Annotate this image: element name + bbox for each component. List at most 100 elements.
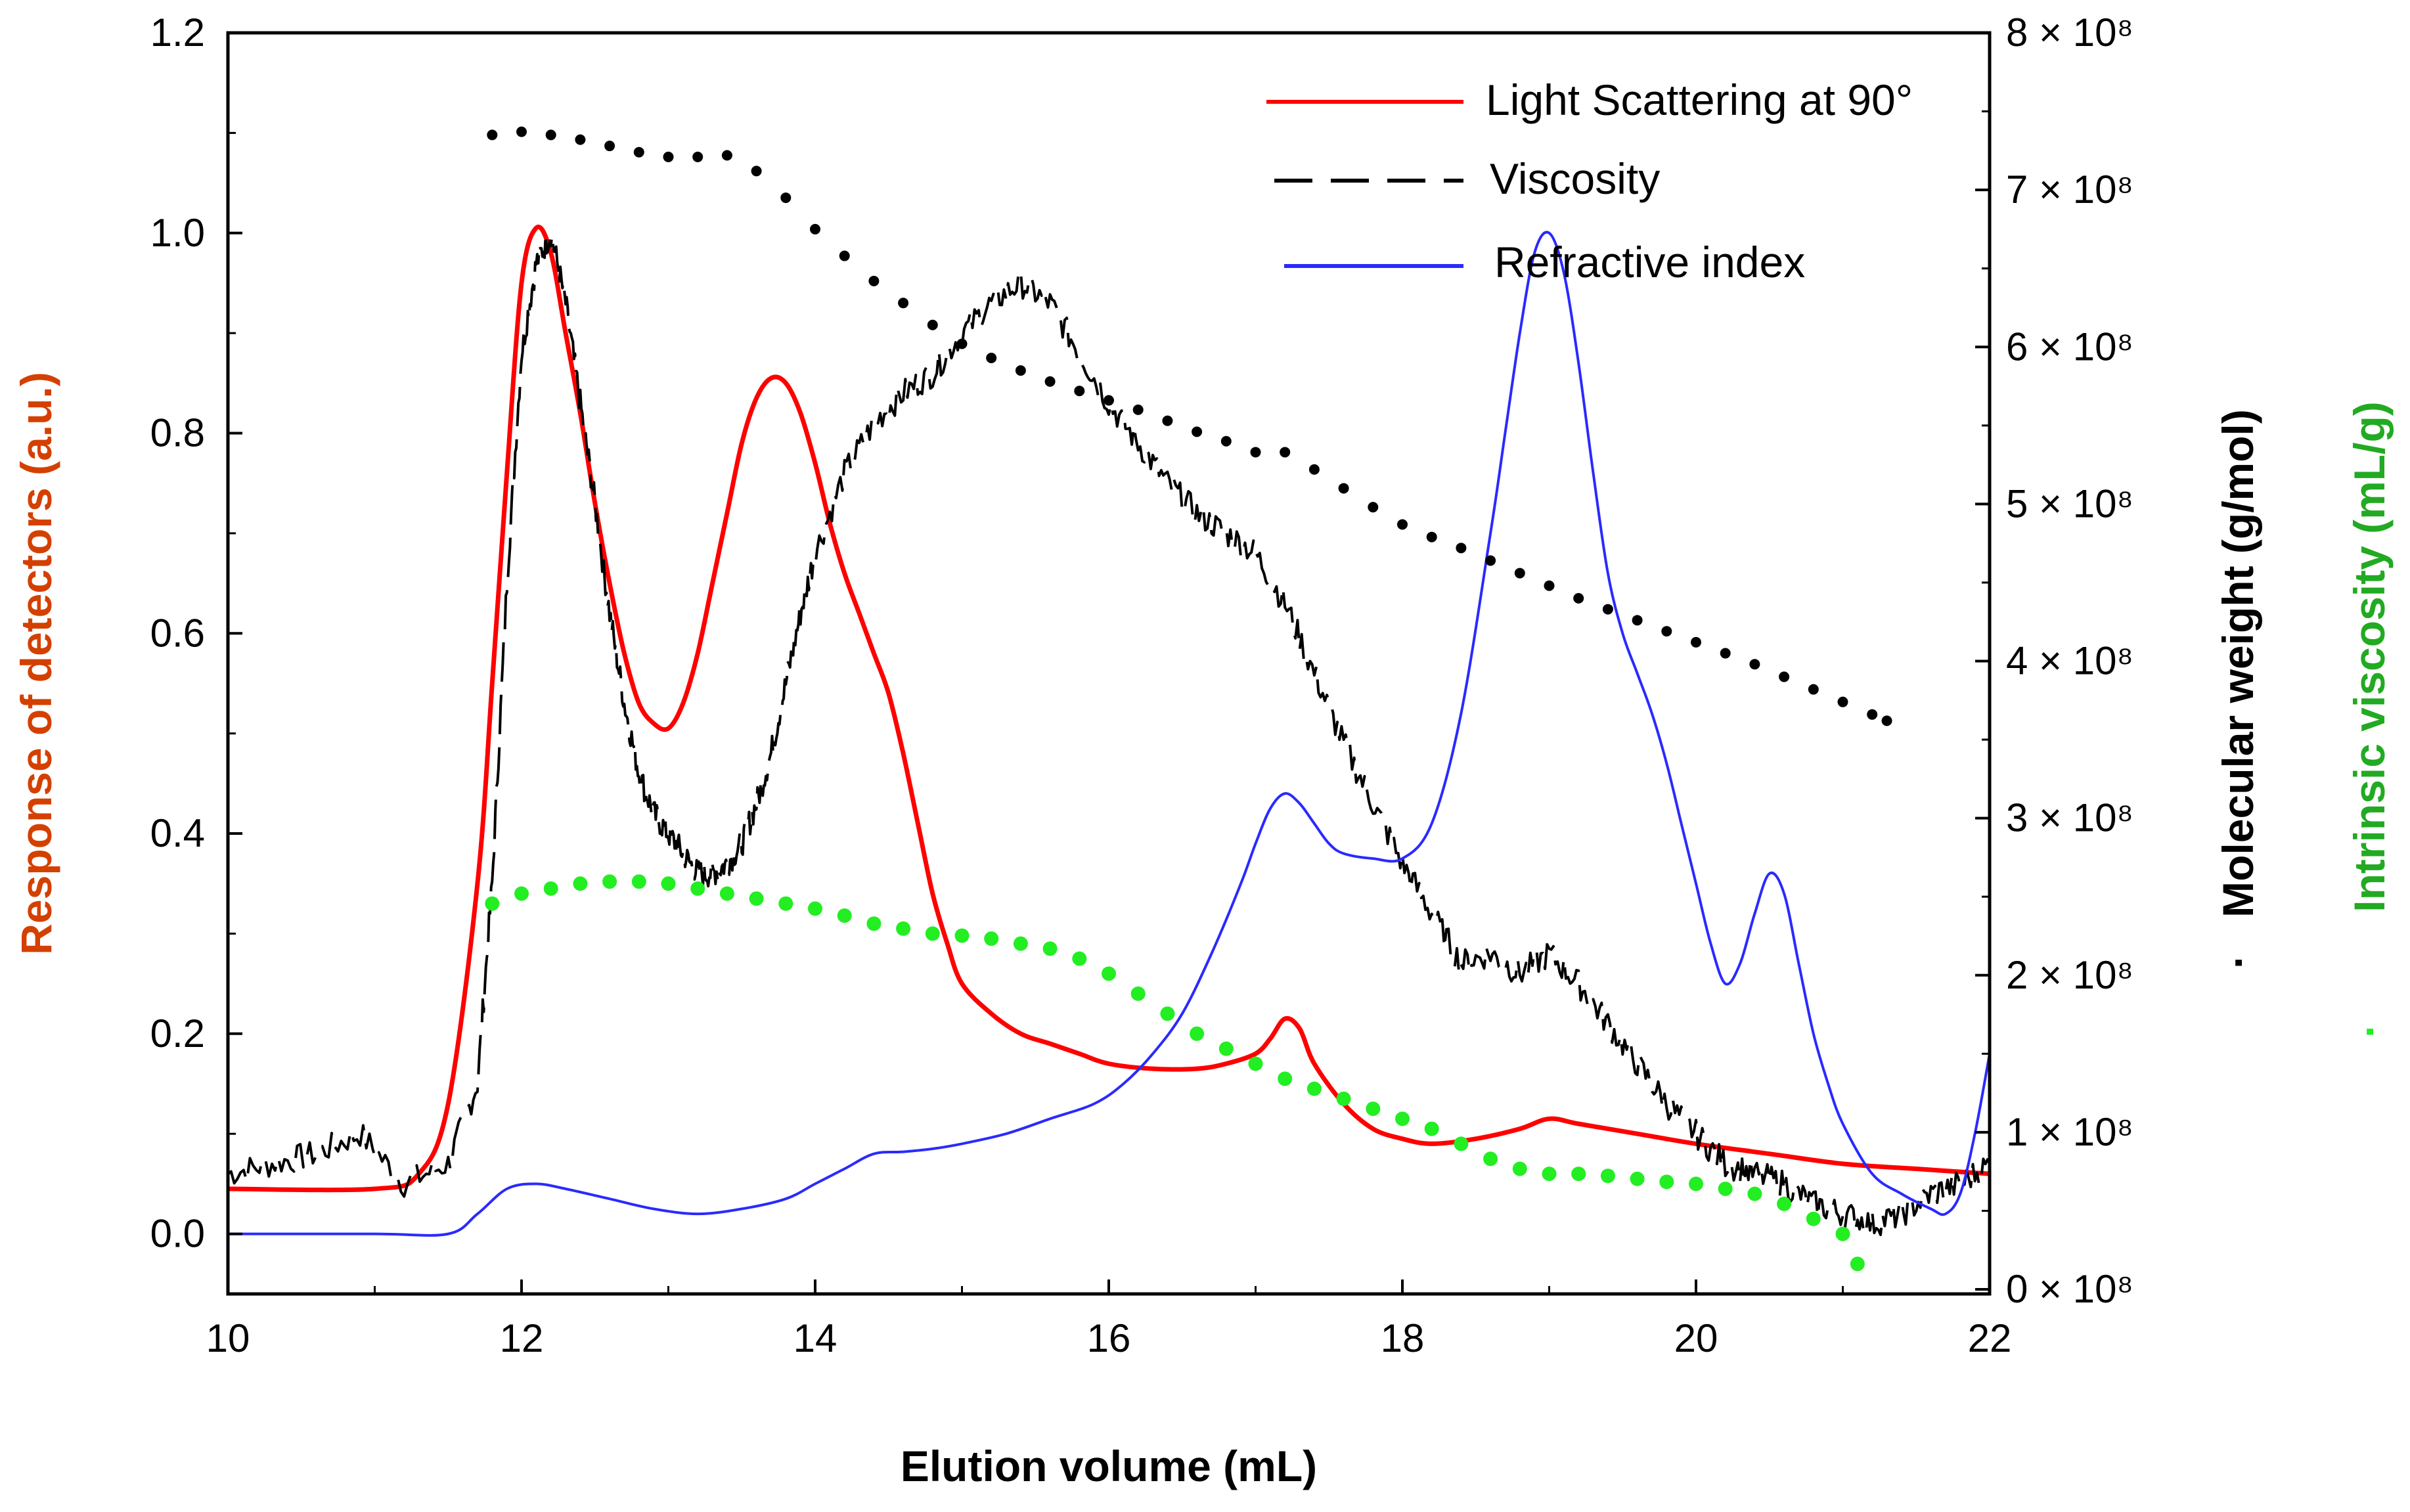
molecular-weight-point bbox=[810, 223, 820, 234]
intrinsic-viscosity-point bbox=[778, 896, 793, 911]
light-scattering-at-90-line bbox=[228, 224, 1990, 1193]
molecular-weight-point bbox=[1192, 426, 1203, 437]
molecular-weight-point bbox=[692, 151, 703, 162]
intrinsic-viscosity-point bbox=[808, 901, 822, 916]
intrinsic-viscosity-point bbox=[1248, 1056, 1263, 1071]
y-axis-left-title: Response of detectors (a.u.) bbox=[12, 372, 60, 955]
intrinsic-viscosity-point bbox=[485, 896, 500, 911]
molecular-weight-point bbox=[1280, 447, 1291, 458]
molecular-weight-point bbox=[1220, 435, 1232, 447]
intrinsic-viscosity-point bbox=[1806, 1211, 1821, 1226]
refractive-index-line bbox=[228, 231, 1990, 1237]
intrinsic-viscosity-point bbox=[1483, 1151, 1498, 1167]
y-left-tick-label: 1.0 bbox=[150, 211, 205, 255]
intrinsic-viscosity-point bbox=[690, 881, 705, 896]
y-right-tick-label: 3 × 10⁸ bbox=[2006, 796, 2133, 840]
molecular-weight-point bbox=[1632, 615, 1643, 626]
x-tick-label: 16 bbox=[1087, 1316, 1131, 1360]
y-axis-right-2-marker: · bbox=[2345, 1023, 2394, 1038]
y-left-tick-label: 0.8 bbox=[150, 411, 205, 455]
intrinsic-viscosity-point bbox=[1102, 966, 1116, 981]
molecular-weight-point bbox=[1514, 567, 1525, 579]
legend-label-light-scattering: Light Scattering at 90° bbox=[1486, 76, 1913, 124]
intrinsic-viscosity-point bbox=[1366, 1101, 1381, 1117]
molecular-weight-point bbox=[633, 146, 644, 158]
intrinsic-viscosity-point bbox=[719, 886, 734, 901]
legend-label-viscosity: Viscosity bbox=[1490, 154, 1660, 203]
molecular-weight-point bbox=[663, 151, 674, 162]
molecular-weight-point bbox=[1104, 395, 1114, 406]
viscosity-line bbox=[228, 231, 1990, 1236]
y-right-tick-label: 4 × 10⁸ bbox=[2006, 639, 2133, 683]
molecular-weight-point bbox=[575, 134, 586, 145]
intrinsic-viscosity-point bbox=[1160, 1006, 1175, 1021]
molecular-weight-point bbox=[927, 319, 938, 330]
y-right-tick-label: 7 × 10⁸ bbox=[2006, 167, 2133, 211]
intrinsic-viscosity-point bbox=[1850, 1256, 1865, 1272]
x-tick-label: 20 bbox=[1674, 1316, 1718, 1360]
molecular-weight-point bbox=[721, 150, 732, 161]
molecular-weight-point bbox=[1808, 684, 1819, 695]
molecular-weight-point bbox=[1044, 376, 1056, 387]
molecular-weight-point bbox=[1749, 659, 1760, 670]
molecular-weight-point bbox=[1691, 636, 1701, 648]
intrinsic-viscosity-point bbox=[1278, 1071, 1293, 1086]
intrinsic-viscosity-point bbox=[1336, 1091, 1351, 1106]
intrinsic-viscosity-point bbox=[1454, 1136, 1469, 1151]
intrinsic-viscosity-point bbox=[896, 921, 911, 936]
molecular-weight-point bbox=[898, 298, 909, 309]
molecular-weight-point bbox=[1338, 483, 1349, 494]
intrinsic-viscosity-point bbox=[1042, 941, 1058, 956]
intrinsic-viscosity-point bbox=[1689, 1176, 1703, 1191]
y-left-tick-label: 0.2 bbox=[150, 1012, 205, 1056]
molecular-weight-point bbox=[1456, 543, 1467, 554]
intrinsic-viscosity-point bbox=[1747, 1186, 1762, 1201]
y-right-tick-label: 8 × 10⁸ bbox=[2006, 11, 2133, 55]
molecular-weight-point bbox=[545, 129, 556, 141]
intrinsic-viscosity-point bbox=[1190, 1026, 1205, 1041]
y-axis-right-2-title: Intrinsic viscosity (mL/g) bbox=[2345, 401, 2394, 912]
molecular-weight-point bbox=[1015, 365, 1026, 376]
molecular-weight-point bbox=[1250, 447, 1261, 458]
intrinsic-viscosity-point bbox=[925, 926, 940, 941]
intrinsic-viscosity-point bbox=[1600, 1168, 1615, 1184]
molecular-weight-point bbox=[1368, 502, 1379, 513]
molecular-weight-point bbox=[868, 275, 880, 286]
molecular-weight-point bbox=[1881, 715, 1892, 726]
molecular-weight-point bbox=[1661, 626, 1672, 637]
intrinsic-viscosity-point bbox=[866, 916, 881, 931]
intrinsic-viscosity-point bbox=[661, 876, 676, 891]
intrinsic-viscosity-point bbox=[1835, 1226, 1850, 1241]
intrinsic-viscosity-point bbox=[514, 886, 529, 901]
intrinsic-viscosity-point bbox=[1777, 1196, 1792, 1211]
molecular-weight-point bbox=[1485, 555, 1496, 566]
x-tick-label: 10 bbox=[206, 1316, 250, 1360]
molecular-weight-point bbox=[956, 338, 968, 349]
intrinsic-viscosity-point bbox=[543, 881, 558, 896]
y-right-tick-label: 1 × 10⁸ bbox=[2006, 1110, 2133, 1154]
molecular-weight-point bbox=[1074, 386, 1085, 397]
y-right-tick-label: 5 × 10⁸ bbox=[2006, 481, 2133, 525]
y-right-tick-label: 2 × 10⁸ bbox=[2006, 953, 2133, 997]
molecular-weight-point bbox=[1720, 648, 1731, 659]
y-left-tick-label: 0.6 bbox=[150, 611, 205, 655]
molecular-weight-point bbox=[839, 250, 850, 261]
y-right-tick-label: 6 × 10⁸ bbox=[2006, 324, 2133, 368]
intrinsic-viscosity-point bbox=[1512, 1161, 1527, 1176]
molecular-weight-point bbox=[516, 126, 527, 137]
y-left-tick-label: 1.2 bbox=[150, 11, 205, 55]
molecular-weight-point bbox=[1397, 519, 1408, 530]
legend: Light Scattering at 90° Viscosity Refrac… bbox=[1266, 76, 1913, 286]
intrinsic-viscosity-point bbox=[1659, 1174, 1674, 1190]
intrinsic-viscosity-point bbox=[1072, 951, 1087, 966]
intrinsic-viscosity-point bbox=[837, 908, 852, 923]
legend-label-refractive-index: Refractive index bbox=[1494, 238, 1805, 286]
x-tick-label: 22 bbox=[1968, 1316, 2012, 1360]
x-tick-label: 12 bbox=[500, 1316, 544, 1360]
molecular-weight-point bbox=[1779, 671, 1790, 682]
y-right-tick-label: 0 × 10⁸ bbox=[2006, 1267, 2133, 1311]
intrinsic-viscosity-point bbox=[1218, 1041, 1234, 1056]
intrinsic-viscosity-point bbox=[573, 876, 588, 891]
molecular-weight-point bbox=[1426, 531, 1437, 543]
